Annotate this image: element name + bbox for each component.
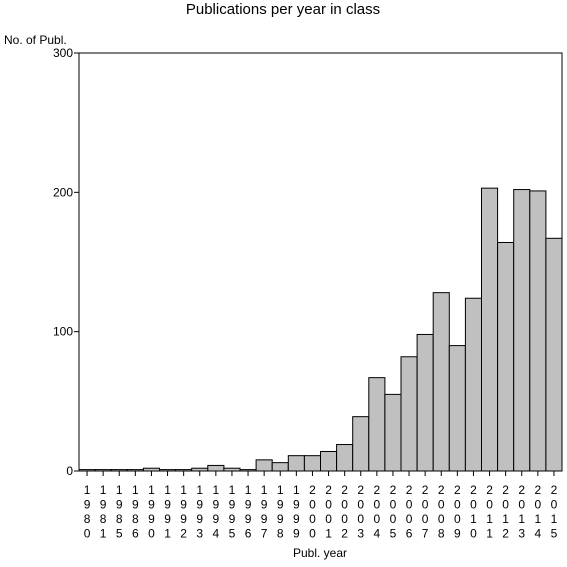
y-axis-label: No. of Publ. [4, 33, 67, 47]
bar-2008 [432, 292, 450, 472]
x-axis: 1 9 8 0 1 9 8 1 1 9 8 5 1 9 8 6 1 9 9 0 1 9 9 1 1 9 9 2 1 9 9 3 1 9 9 4 1 9 9 5… [84, 471, 558, 541]
bar-2005 [384, 393, 402, 472]
bar-2004 [368, 377, 386, 472]
y-axis: 0 100 200 300 [53, 46, 79, 478]
y-tick-label-300: 300 [53, 46, 73, 60]
bar-2002 [336, 444, 354, 472]
y-tick-label-0: 0 [66, 464, 73, 478]
bar-2007 [416, 333, 434, 472]
bar-2003 [352, 416, 370, 472]
y-tick-label-200: 200 [53, 185, 73, 199]
chart-title: Publications per year in class [186, 1, 380, 18]
plot-area-frame [78, 52, 563, 472]
bar-1997 [255, 459, 273, 472]
bar-2015 [545, 237, 563, 472]
bar-2001 [320, 450, 338, 472]
x-axis-label: Publ. year [293, 546, 347, 560]
bar-1999 [287, 455, 305, 472]
bar-2009 [448, 345, 466, 472]
bar-2000 [303, 455, 321, 472]
y-tick-label-100: 100 [53, 325, 73, 339]
bar-2011 [481, 187, 499, 472]
bar-2013 [513, 189, 531, 472]
bar-2012 [497, 241, 515, 472]
bar-2006 [400, 356, 418, 472]
bar-1998 [271, 462, 289, 472]
bar-1994 [207, 464, 225, 472]
bars-group [78, 187, 563, 472]
bar-2010 [464, 297, 482, 472]
bar-2014 [529, 190, 547, 472]
